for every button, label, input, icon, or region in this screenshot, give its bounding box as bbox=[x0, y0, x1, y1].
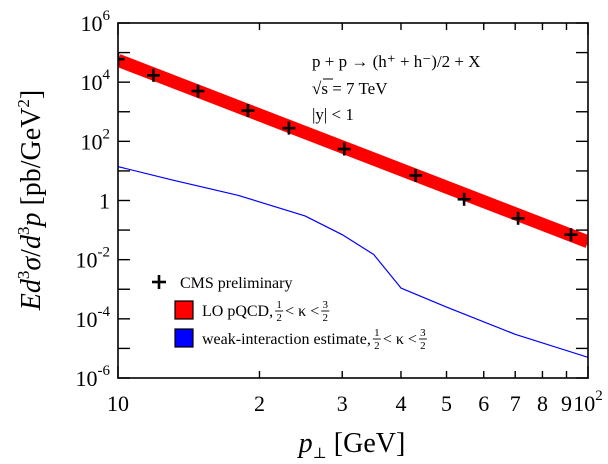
y-tick-label: 10-4 bbox=[76, 304, 111, 332]
x-tick-value: 10 bbox=[107, 391, 129, 416]
x-tick-value: 7 bbox=[510, 391, 521, 416]
fraction-num: 1 bbox=[374, 327, 380, 339]
y-tick-exponent: 4 bbox=[103, 67, 111, 83]
x-tick-label: 10 bbox=[107, 391, 129, 416]
y-tick-exponent: -6 bbox=[98, 363, 111, 379]
cms-data-point bbox=[241, 104, 255, 118]
x-tick-value: 8 bbox=[537, 391, 548, 416]
fraction-den: 2 bbox=[374, 340, 380, 352]
y-tick-base: 10 bbox=[76, 248, 98, 273]
fraction-den: 2 bbox=[276, 312, 282, 324]
y-tick-label: 104 bbox=[81, 67, 111, 95]
energy-label: √s = 7 TeV bbox=[312, 79, 388, 98]
x-tick-value: 6 bbox=[478, 391, 489, 416]
x-tick-label: 3 bbox=[337, 391, 348, 416]
legend-label-cms: CMS preliminary bbox=[180, 275, 292, 292]
x-tick-value: 4 bbox=[395, 391, 406, 416]
y-axis-label: Ed3σ/d3p [pb/GeV2] bbox=[14, 90, 47, 312]
plot-area bbox=[118, 52, 588, 358]
legend-fraction-lo: 12 bbox=[275, 299, 284, 324]
x-tick-value: 2 bbox=[254, 391, 265, 416]
x-tick-label: 6 bbox=[478, 391, 489, 416]
cms-data-point bbox=[147, 68, 161, 82]
legend-fraction-hi: 32 bbox=[418, 327, 427, 352]
y-tick-exponent: 2 bbox=[103, 126, 111, 142]
physics-annotation: p + p → (h⁺ + h⁻)/2 + X √s = 7 TeV |y| < 1 bbox=[312, 52, 481, 124]
y-tick-label: 102 bbox=[81, 126, 111, 154]
legend-fraction-lo: 12 bbox=[372, 327, 381, 352]
fraction-num: 1 bbox=[276, 299, 282, 311]
legend-label: LO pQCD, bbox=[202, 303, 273, 320]
reaction-label: p + p → (h⁺ + h⁻)/2 + X bbox=[312, 52, 481, 71]
x-tick-label: 8 bbox=[537, 391, 548, 416]
x-tick-value: 3 bbox=[337, 391, 348, 416]
cms-data-point bbox=[118, 52, 125, 66]
y-tick-exponent: -4 bbox=[98, 304, 111, 320]
y-tick-base: 10 bbox=[81, 70, 103, 95]
x-tick-label: 102 bbox=[573, 388, 603, 416]
x-tick-value: 5 bbox=[441, 391, 452, 416]
fraction-den: 2 bbox=[420, 340, 426, 352]
cms-data-point bbox=[191, 84, 205, 98]
y-tick-base: 10 bbox=[76, 307, 98, 332]
cms-data-point bbox=[457, 192, 471, 206]
rapidity-label: |y| < 1 bbox=[312, 105, 354, 124]
x-axis-label: p⊥ [GeV] bbox=[297, 428, 406, 462]
weak-interaction-line bbox=[118, 166, 588, 358]
fraction-num: 3 bbox=[322, 299, 328, 311]
y-tick-base: 10 bbox=[76, 366, 98, 391]
legend-label-prefix: LO pQCD, bbox=[202, 303, 273, 320]
y-tick-base: 10 bbox=[81, 129, 103, 154]
data-layer bbox=[118, 52, 588, 358]
legend-label-mid: < κ < bbox=[383, 331, 417, 348]
x-tick-label: 7 bbox=[510, 391, 521, 416]
x-tick-value: 9 bbox=[561, 391, 572, 416]
y-tick-base: 1 bbox=[99, 189, 110, 214]
legend-swatch bbox=[174, 300, 194, 320]
legend-label-prefix: weak-interaction estimate, bbox=[202, 331, 371, 348]
cms-data-point bbox=[564, 228, 578, 242]
y-tick-exponent: 6 bbox=[103, 8, 111, 24]
y-tick-label: 10-2 bbox=[76, 245, 111, 273]
y-tick-label: 10-6 bbox=[76, 363, 111, 391]
legend-swatch bbox=[174, 328, 194, 348]
x-tick-label: 4 bbox=[395, 391, 406, 416]
cms-data-point bbox=[409, 168, 423, 182]
y-tick-label: 106 bbox=[81, 8, 111, 36]
x-tick-value: 10 bbox=[573, 391, 595, 416]
x-tick-label: 9 bbox=[561, 391, 572, 416]
x-tick-exponent: 2 bbox=[595, 388, 603, 404]
fraction-den: 2 bbox=[322, 312, 328, 324]
legend-fraction-hi: 32 bbox=[321, 299, 330, 324]
x-tick-label: 5 bbox=[441, 391, 452, 416]
fraction-num: 3 bbox=[420, 327, 426, 339]
cms-data-point bbox=[337, 142, 351, 156]
legend-label-mid: < κ < bbox=[285, 303, 319, 320]
y-tick-base: 10 bbox=[81, 11, 103, 36]
cms-data-point bbox=[511, 211, 525, 225]
y-tick-label: 1 bbox=[99, 189, 110, 214]
legend-label: weak-interaction estimate, bbox=[202, 331, 371, 348]
y-tick-exponent: -2 bbox=[98, 245, 111, 261]
x-tick-label: 2 bbox=[254, 391, 265, 416]
cms-data-point bbox=[282, 121, 296, 135]
